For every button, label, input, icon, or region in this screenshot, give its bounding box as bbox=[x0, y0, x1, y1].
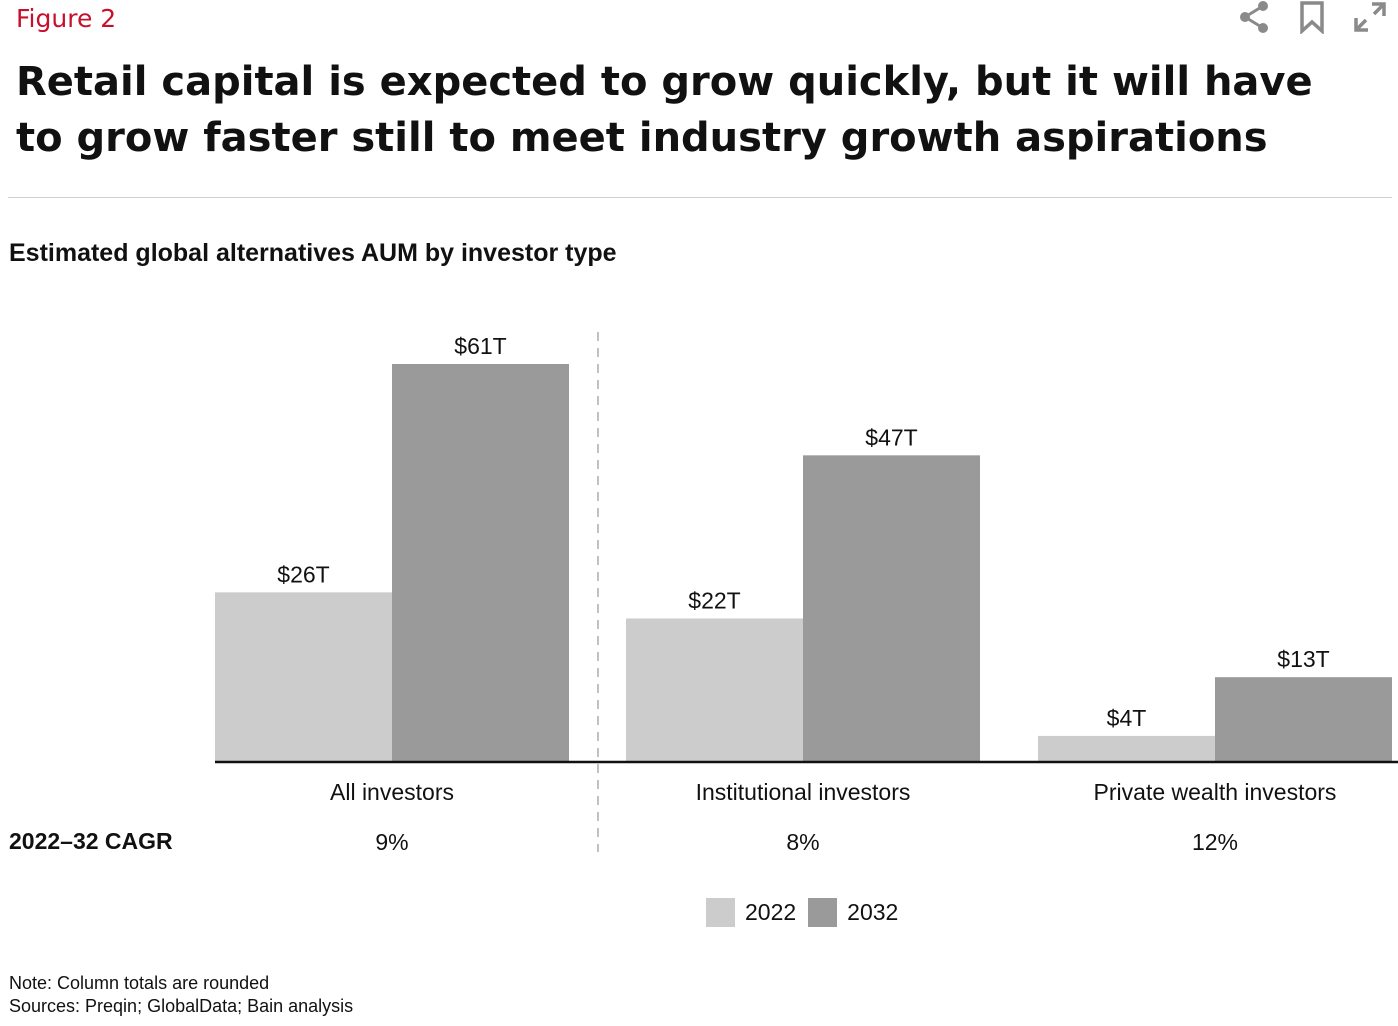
chart-title: Estimated global alternatives AUM by inv… bbox=[9, 239, 617, 267]
legend-label-2022: 2022 bbox=[745, 899, 797, 925]
note-text: Note: Column totals are rounded bbox=[9, 973, 270, 993]
legend: 2022 2032 bbox=[706, 898, 910, 927]
legend-item-2032: 2032 bbox=[808, 898, 898, 927]
category-label-institutional-investors: Institutional investors bbox=[696, 779, 911, 805]
cagr-value-institutional-investors: 8% bbox=[786, 829, 819, 855]
category-label-private-wealth-investors: Private wealth investors bbox=[1094, 779, 1337, 805]
footnotes: Note: Column totals are rounded Sources:… bbox=[9, 972, 353, 1018]
figure-label: Figure 2 bbox=[16, 4, 117, 33]
legend-swatch-2022 bbox=[706, 898, 735, 927]
cagr-value-private-wealth-investors: 12% bbox=[1192, 829, 1238, 855]
legend-item-2022: 2022 bbox=[706, 898, 796, 927]
cagr-row-label: 2022–32 CAGR bbox=[9, 828, 173, 854]
data-label-institutional-investors-2022: $22T bbox=[688, 587, 740, 613]
data-label-all-investors-2022: $26T bbox=[277, 561, 329, 587]
bar-institutional-investors-2032 bbox=[803, 455, 980, 762]
category-label-all-investors: All investors bbox=[330, 779, 454, 805]
bar-private-wealth-investors-2032 bbox=[1215, 677, 1392, 762]
page-headline: Retail capital is expected to grow quick… bbox=[16, 59, 1313, 161]
bookmark-icon[interactable] bbox=[1294, 0, 1330, 35]
expand-icon[interactable] bbox=[1352, 0, 1388, 34]
data-label-private-wealth-investors-2032: $13T bbox=[1277, 646, 1329, 672]
data-label-all-investors-2032: $61T bbox=[454, 333, 506, 359]
toolbar bbox=[1236, 0, 1388, 35]
bar-all-investors-2032 bbox=[392, 364, 569, 762]
data-label-private-wealth-investors-2022: $4T bbox=[1107, 705, 1147, 731]
bar-institutional-investors-2022 bbox=[626, 618, 803, 762]
bar-private-wealth-investors-2022 bbox=[1038, 735, 1215, 762]
share-icon[interactable] bbox=[1236, 0, 1272, 34]
data-label-institutional-investors-2032: $47T bbox=[865, 424, 917, 450]
divider bbox=[8, 197, 1392, 198]
legend-label-2032: 2032 bbox=[847, 899, 899, 925]
legend-swatch-2032 bbox=[808, 898, 838, 927]
bar-all-investors-2022 bbox=[215, 592, 392, 762]
sources-text: Sources: Preqin; GlobalData; Bain analys… bbox=[9, 996, 354, 1016]
cagr-value-all-investors: 9% bbox=[375, 829, 408, 855]
